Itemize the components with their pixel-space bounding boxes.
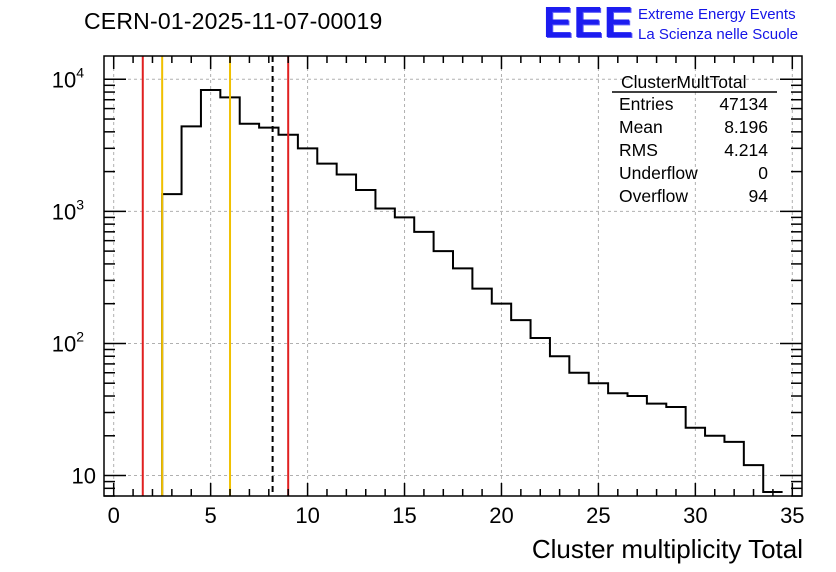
histogram-outline — [161, 88, 783, 496]
stats-label-rms: RMS — [619, 140, 658, 160]
stats-value-overflow: 94 — [748, 186, 768, 206]
logo-line-2: La Scienza nelle Scuole — [638, 26, 799, 43]
y-tick-label: 102 — [52, 328, 84, 356]
x-axis-label: Cluster multiplicity Total — [531, 534, 803, 564]
y-tick-label: 104 — [52, 64, 84, 92]
logo-line-1: Extreme Energy Events — [638, 6, 796, 23]
x-tick-label: 15 — [392, 503, 416, 528]
y-tick-label: 103 — [52, 196, 84, 224]
stats-value-entries: 47134 — [719, 94, 768, 114]
x-tick-label: 10 — [295, 503, 319, 528]
x-tick-label: 35 — [780, 503, 804, 528]
stats-label-overflow: Overflow — [619, 186, 689, 206]
stats-label-entries: Entries — [619, 94, 674, 114]
x-tick-label: 0 — [108, 503, 120, 528]
x-tick-label: 25 — [586, 503, 610, 528]
y-tick-label: 10 — [72, 464, 96, 489]
stats-value-rms: 4.214 — [724, 140, 768, 160]
stats-value-mean: 8.196 — [724, 117, 768, 137]
plot-frame — [103, 55, 803, 497]
x-tick-label: 20 — [489, 503, 513, 528]
stats-value-underflow: 0 — [758, 163, 768, 183]
stats-label-underflow: Underflow — [619, 163, 698, 183]
stats-box-name: ClusterMultTotal — [621, 72, 747, 92]
stats-label-mean: Mean — [619, 117, 663, 137]
chart-title: CERN-01-2025-11-07-00019 — [84, 8, 383, 34]
x-tick-label: 5 — [205, 503, 217, 528]
x-tick-label: 30 — [683, 503, 707, 528]
eee-logo: EEE — [543, 0, 635, 47]
